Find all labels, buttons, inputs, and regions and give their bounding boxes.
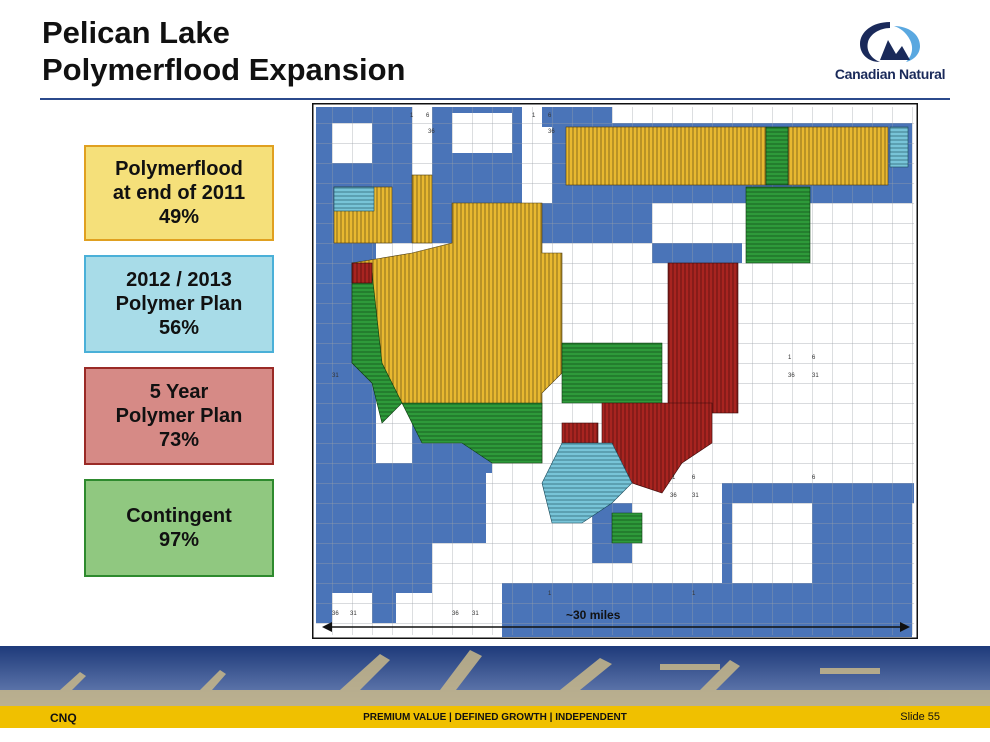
slide-number: Slide 55 <box>900 711 940 723</box>
plan-2012-2013-areas <box>333 126 909 524</box>
svg-text:36: 36 <box>548 129 555 135</box>
polymerflood-2011-areas <box>333 126 889 464</box>
svg-text:31: 31 <box>692 493 699 499</box>
legend-label: 5 Year Polymer Plan 73% <box>115 381 243 451</box>
oilfield-banner <box>0 646 990 706</box>
canadian-natural-logo-icon <box>860 22 920 62</box>
legend-5-year-plan: 5 Year Polymer Plan 73% <box>84 367 274 465</box>
field-map-svg: ~30 miles 1 6 1 6 36 36 1 6 36 31 31 1 6… <box>312 103 918 639</box>
svg-text:31: 31 <box>332 373 339 379</box>
legend-polymerflood-2011: Polymerflood at end of 2011 49% <box>84 145 274 241</box>
svg-text:6: 6 <box>812 355 816 361</box>
footer-ticker: CNQ <box>50 711 77 725</box>
company-logo: Canadian Natural <box>820 20 960 90</box>
svg-text:6: 6 <box>426 113 430 119</box>
svg-text:36: 36 <box>788 373 795 379</box>
footer-bar: CNQ PREMIUM VALUE | DEFINED GROWTH | IND… <box>0 706 990 728</box>
svg-text:36: 36 <box>670 493 677 499</box>
logo-text: Canadian Natural <box>834 66 946 82</box>
svg-text:36: 36 <box>428 129 435 135</box>
svg-text:1: 1 <box>410 113 414 119</box>
scale-bar <box>322 622 910 632</box>
legend-plan-2012-2013: 2012 / 2013 Polymer Plan 56% <box>84 255 274 353</box>
svg-text:31: 31 <box>350 611 357 617</box>
slide-title: Pelican Lake Polymerflood Expansion <box>42 14 405 88</box>
scale-label: ~30 miles <box>566 608 621 622</box>
footer-tagline: PREMIUM VALUE | DEFINED GROWTH | INDEPEN… <box>363 712 627 723</box>
svg-text:36: 36 <box>332 611 339 617</box>
pumpjack-icon <box>0 650 990 706</box>
field-map: ~30 miles 1 6 1 6 36 36 1 6 36 31 31 1 6… <box>312 103 918 639</box>
svg-text:1: 1 <box>692 591 696 597</box>
svg-text:1: 1 <box>672 475 676 481</box>
title-line-2: Polymerflood Expansion <box>42 52 406 87</box>
legend-contingent: Contingent 97% <box>84 479 274 577</box>
svg-text:1: 1 <box>548 591 552 597</box>
svg-text:6: 6 <box>548 113 552 119</box>
legend-label: 2012 / 2013 Polymer Plan 56% <box>115 269 243 339</box>
svg-text:1: 1 <box>532 113 536 119</box>
svg-text:6: 6 <box>692 475 696 481</box>
svg-text:31: 31 <box>472 611 479 617</box>
svg-text:6: 6 <box>812 475 816 481</box>
svg-text:36: 36 <box>452 611 459 617</box>
svg-text:1: 1 <box>788 355 792 361</box>
township-labels: 1 6 1 6 36 36 1 6 36 31 31 1 6 36 31 1 1… <box>332 113 819 617</box>
legend-label: Contingent 97% <box>126 505 232 551</box>
title-line-1: Pelican Lake <box>42 15 230 50</box>
legend-label: Polymerflood at end of 2011 49% <box>112 158 246 228</box>
contingent-areas <box>351 126 811 544</box>
svg-text:31: 31 <box>812 373 819 379</box>
title-divider <box>40 98 950 100</box>
